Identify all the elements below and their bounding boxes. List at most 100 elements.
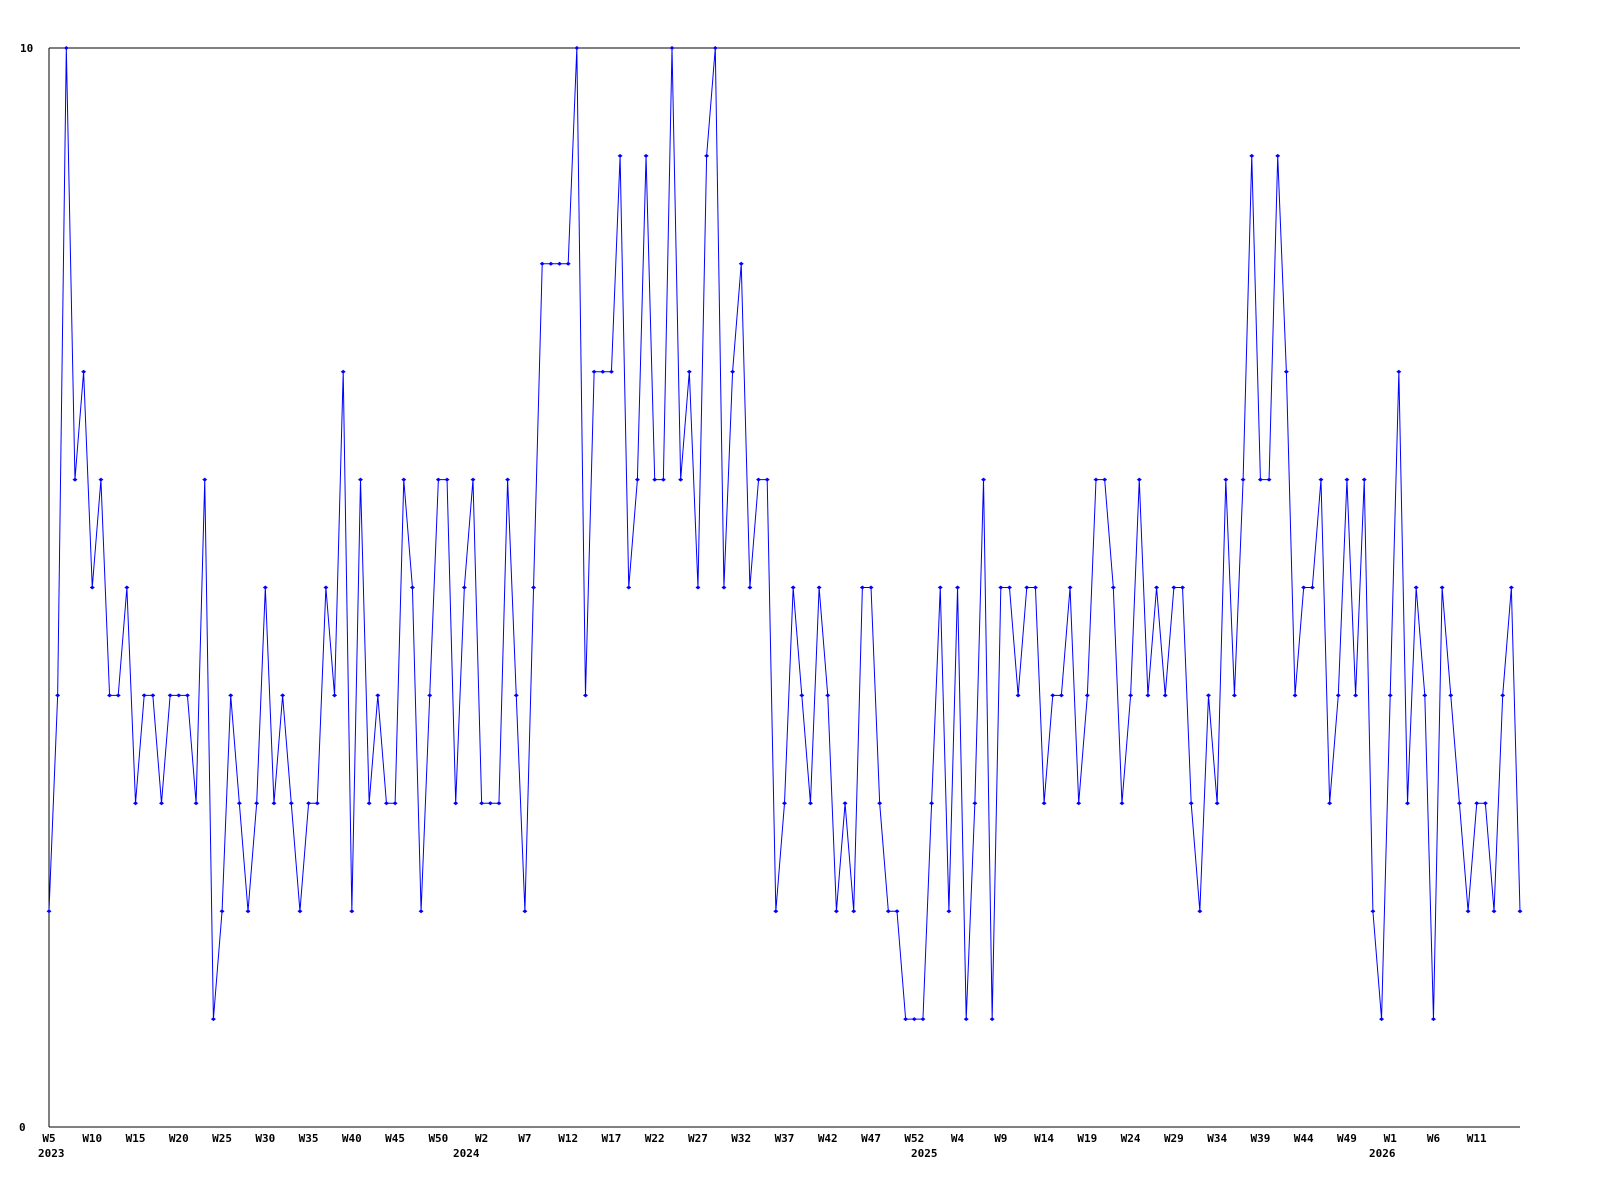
- data-point: [332, 693, 338, 698]
- data-point: [825, 693, 831, 698]
- data-point: [1491, 909, 1497, 914]
- data-point: [929, 801, 935, 806]
- data-point: [133, 801, 139, 806]
- data-point: [790, 585, 796, 590]
- x-tick-label: W22: [645, 1132, 665, 1145]
- data-point: [435, 477, 441, 482]
- data-point: [617, 153, 623, 158]
- data-point: [254, 801, 260, 806]
- data-point: [1214, 801, 1220, 806]
- x-tick-label: W15: [126, 1132, 146, 1145]
- data-point: [202, 477, 208, 482]
- data-point: [349, 909, 355, 914]
- data-point: [409, 585, 415, 590]
- x-tick-label: W30: [255, 1132, 275, 1145]
- data-point: [1482, 801, 1488, 806]
- x-tick-label: W6: [1427, 1132, 1441, 1145]
- data-point: [1474, 801, 1480, 806]
- data-point: [842, 801, 848, 806]
- data-point: [193, 801, 199, 806]
- data-point: [799, 693, 805, 698]
- data-point: [1110, 585, 1116, 590]
- data-point: [868, 585, 874, 590]
- data-point: [1361, 477, 1367, 482]
- data-point: [946, 909, 952, 914]
- data-point: [1084, 693, 1090, 698]
- data-point: [1032, 585, 1038, 590]
- x-tick-label: W24: [1121, 1132, 1141, 1145]
- data-point: [859, 585, 865, 590]
- data-point: [1327, 801, 1333, 806]
- data-point: [1180, 585, 1186, 590]
- x-tick-label: W52: [904, 1132, 924, 1145]
- x-tick-label: W50: [428, 1132, 448, 1145]
- data-point: [1249, 153, 1255, 158]
- data-point: [1379, 1017, 1385, 1022]
- data-point: [358, 477, 364, 482]
- data-point: [55, 693, 61, 698]
- x-tick-label: W12: [558, 1132, 578, 1145]
- data-point: [1448, 693, 1454, 698]
- x-tick-label: W7: [518, 1132, 531, 1145]
- x-tick-label: W2: [475, 1132, 488, 1145]
- data-point: [461, 585, 467, 590]
- data-point: [81, 369, 87, 374]
- data-point: [669, 46, 675, 50]
- data-point: [1240, 477, 1246, 482]
- data-point: [63, 46, 69, 50]
- data-point: [1405, 801, 1411, 806]
- data-point: [963, 1017, 969, 1022]
- data-point: [158, 801, 164, 806]
- x-tick-label: W11: [1467, 1132, 1487, 1145]
- data-point: [1041, 801, 1047, 806]
- data-point: [833, 909, 839, 914]
- data-point: [1231, 693, 1237, 698]
- x-tick-label: W44: [1294, 1132, 1314, 1145]
- data-point: [704, 153, 710, 158]
- data-point: [981, 477, 987, 482]
- data-point: [531, 585, 537, 590]
- data-point: [652, 477, 658, 482]
- y-tick-label-min: 0: [19, 1121, 26, 1134]
- data-point: [678, 477, 684, 482]
- data-point: [591, 369, 597, 374]
- data-point: [1154, 585, 1160, 590]
- data-line: [48, 47, 1521, 1020]
- x-tick-label: W4: [951, 1132, 965, 1145]
- x-tick-label: W29: [1164, 1132, 1184, 1145]
- data-point: [383, 801, 389, 806]
- data-point: [1465, 909, 1471, 914]
- data-point: [280, 693, 286, 698]
- x-tick-label: W34: [1207, 1132, 1227, 1145]
- data-point: [885, 909, 891, 914]
- x-tick-label: W27: [688, 1132, 708, 1145]
- data-point: [72, 477, 78, 482]
- data-point: [150, 693, 156, 698]
- data-point: [1353, 693, 1359, 698]
- data-point: [877, 801, 883, 806]
- data-point: [1145, 693, 1151, 698]
- data-point: [167, 693, 173, 698]
- data-point: [98, 477, 104, 482]
- x-tick-label: W14: [1034, 1132, 1054, 1145]
- x-axis-year-labels: 2023 2024 2025 2026: [38, 1147, 1396, 1160]
- data-point: [366, 801, 372, 806]
- data-point: [297, 909, 303, 914]
- data-point: [1387, 693, 1393, 698]
- data-point: [1396, 369, 1402, 374]
- data-point: [1422, 693, 1428, 698]
- data-point: [1024, 585, 1030, 590]
- data-point: [271, 801, 277, 806]
- data-point: [955, 585, 961, 590]
- data-point: [903, 1017, 909, 1022]
- data-point: [730, 369, 736, 374]
- data-point: [522, 909, 528, 914]
- data-point: [782, 801, 787, 806]
- data-point: [686, 369, 692, 374]
- data-point: [1171, 585, 1177, 590]
- series-line: [48, 47, 1521, 1020]
- data-point: [124, 585, 130, 590]
- data-point: [1050, 693, 1056, 698]
- data-point: [1430, 1017, 1436, 1022]
- data-point: [1205, 693, 1211, 698]
